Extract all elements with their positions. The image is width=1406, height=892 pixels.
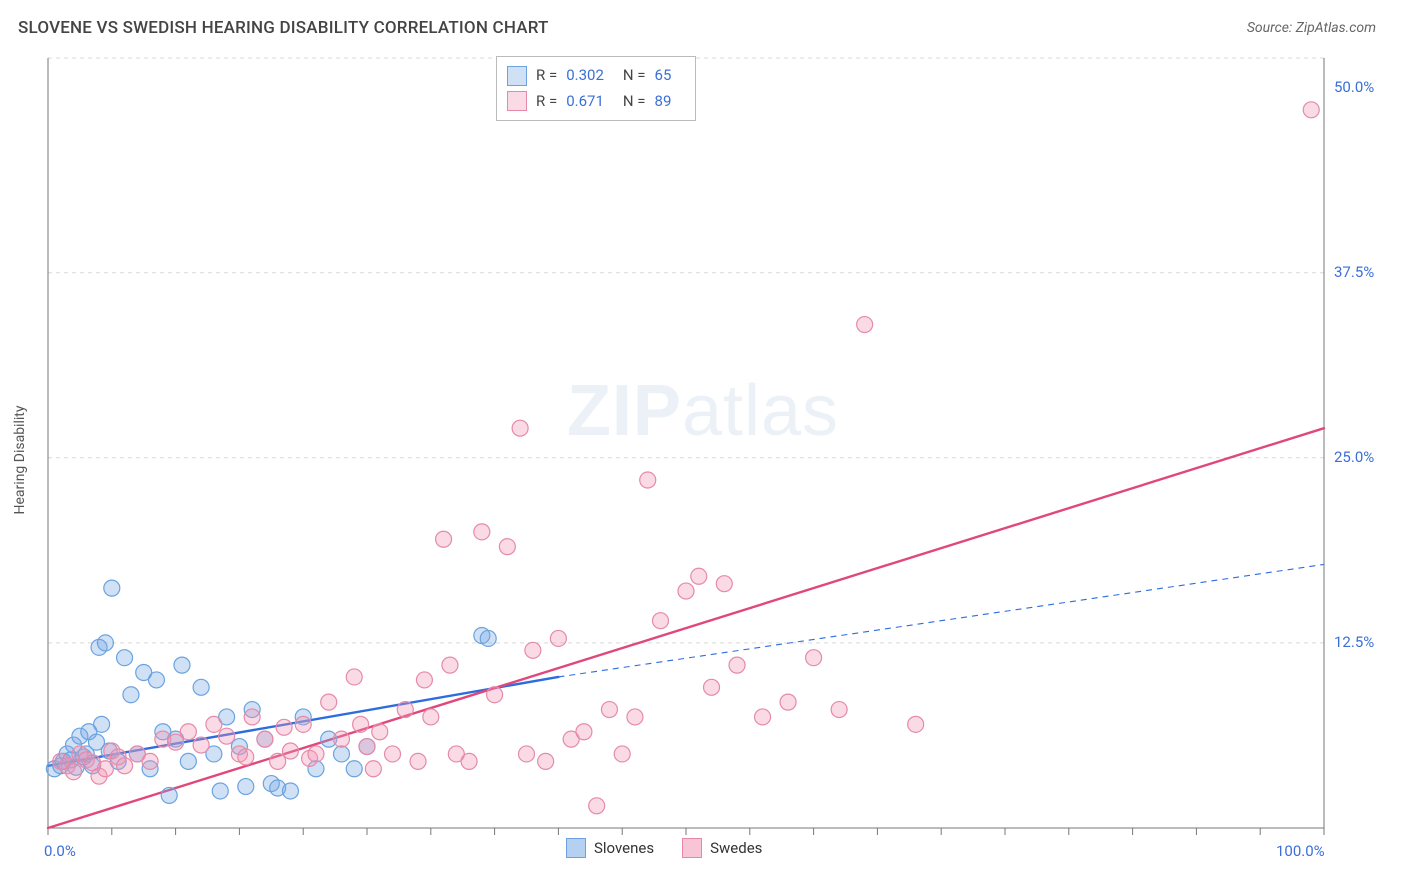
series-swatch-icon [507,66,527,86]
scatter-plot [18,50,1388,870]
x-axis-end-label: 100.0% [1276,842,1325,860]
legend-label: Slovenes [594,839,654,857]
n-label: N = [623,63,646,89]
legend-label: Swedes [710,839,762,857]
n-label: N = [623,89,646,115]
r-label: R = [536,89,557,115]
stat-row: R = 0.671 N = 89 [507,89,681,115]
correlation-stats-box: R = 0.302 N = 65 R = 0.671 N = 89 [496,56,696,121]
legend-swatch-icon [566,838,586,858]
r-label: R = [536,63,557,89]
legend-item: Swedes [682,838,762,858]
legend-item: Slovenes [566,838,654,858]
chart-container: Hearing Disability ZIPatlas R =0.302N =6… [18,50,1388,870]
r-value: 0.671 [566,89,604,115]
y-tick-label: 37.5% [1334,263,1374,281]
series-legend: Slovenes Swedes [566,838,762,858]
y-tick-label: 25.0% [1334,448,1374,466]
source-attribution: Source: ZipAtlas.com [1247,20,1376,36]
series-swatch-icon [507,91,527,111]
r-value: 0.302 [566,63,604,89]
n-value: 89 [655,89,672,115]
y-tick-label: 50.0% [1334,78,1374,96]
header-row: SLOVENE VS SWEDISH HEARING DISABILITY CO… [0,0,1406,46]
n-value: 65 [655,63,672,89]
y-tick-label: 12.5% [1334,633,1374,651]
stat-row: R = 0.302 N = 65 [507,63,681,89]
chart-title: SLOVENE VS SWEDISH HEARING DISABILITY CO… [18,18,549,38]
x-axis-start-label: 0.0% [44,842,76,860]
legend-swatch-icon [682,838,702,858]
